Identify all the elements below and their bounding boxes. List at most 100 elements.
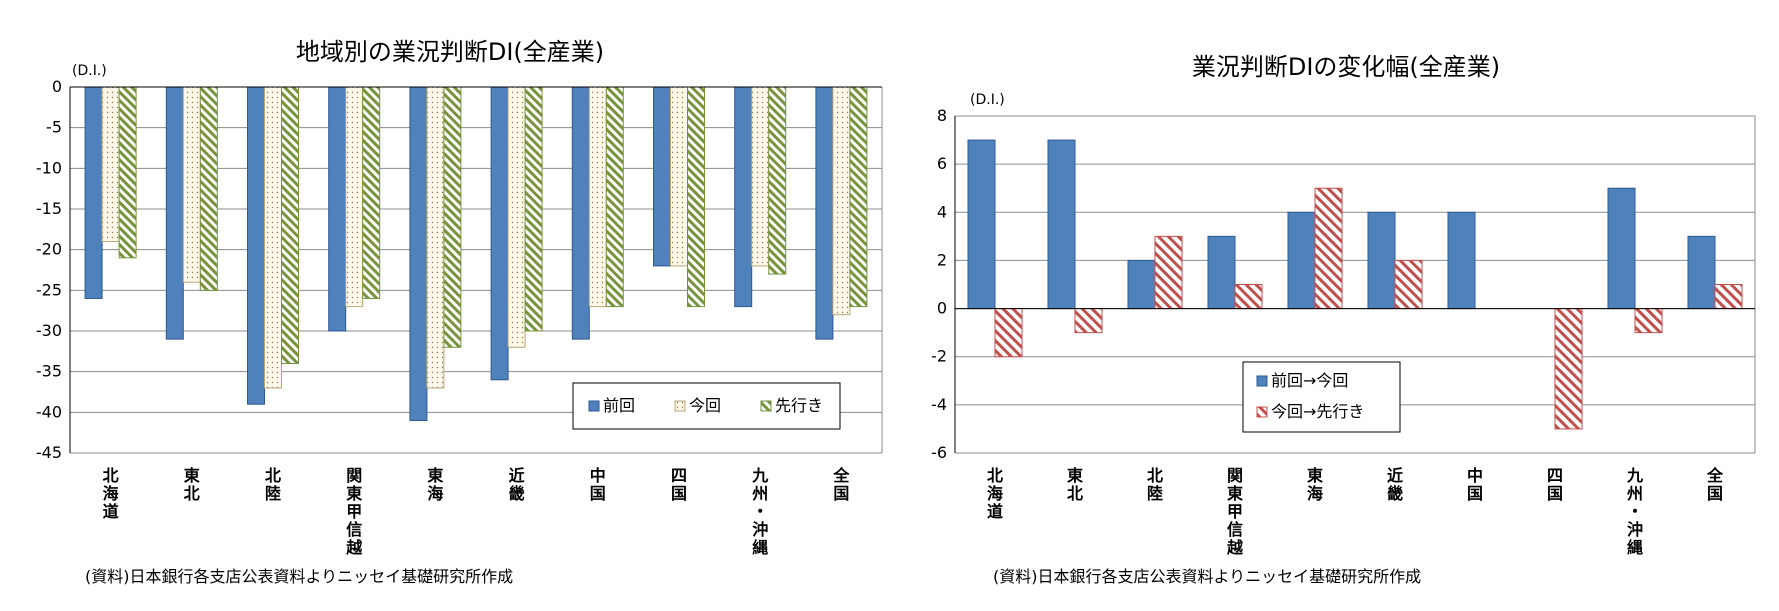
y-tick-label: -4 [931,395,947,414]
di-change-chart-panel: 業況判断DIの変化幅(全産業) (D.I.) 8 6 4 2 0 -2 -4 -6 北海道 東北 北陸 関… [900,0,1779,611]
y-tick-label: 4 [937,202,947,221]
chart-title: 業況判断DIの変化幅(全産業) [1192,53,1500,81]
bar [849,86,868,308]
bar [182,86,201,283]
category-label: 中国 [590,466,606,503]
category-label: 東北 [1067,466,1083,503]
bar [247,86,265,405]
legend-box [572,382,841,430]
legend-label: 前回→今回 [1271,371,1348,390]
category-label: 北海道 [987,466,1003,521]
bar [165,86,184,340]
bar [443,86,462,348]
y-tick-label: -10 [36,158,62,177]
bar [507,86,526,348]
bar [199,86,218,291]
category-label: 四国 [1547,466,1563,503]
source-note: (資料)日本銀行各支店公表資料よりニッセイ基礎研究所作成 [85,567,514,586]
category-label: 関東甲信越 [1226,466,1244,557]
bar [328,86,347,332]
legend-swatch [1256,375,1268,387]
bar [101,86,120,243]
bar [1047,139,1076,310]
bar [1554,308,1583,430]
bar [605,86,624,308]
bar [670,86,688,267]
di-change-chart: 業況判断DIの変化幅(全産業) (D.I.) 8 6 4 2 0 -2 -4 -6 北海道 東北 北陸 関… [931,53,1756,557]
category-label: 東北 [184,466,200,503]
category-label: 東海 [427,466,443,503]
y-tick-label: -20 [36,240,62,259]
category-label: 中国 [1467,466,1483,503]
bar [768,86,787,275]
bar [1074,308,1103,334]
bar [1687,235,1716,310]
bar [524,86,543,332]
source-note: (資料)日本銀行各支店公表資料よりニッセイ基礎研究所作成 [993,567,1422,586]
bar [490,86,509,381]
legend-label: 今回→先行き [1271,402,1364,421]
category-label: 北海道 [103,466,119,521]
category-label: 全国 [832,466,850,503]
category-label: 九州・沖縄 [1626,466,1643,557]
bar [1287,211,1316,310]
y-tick-label: -5 [46,118,62,137]
category-label: 北陸 [1147,466,1163,503]
y-tick-label: -45 [36,443,62,462]
legend-swatch [588,400,600,412]
y-tick-label: -15 [36,199,62,218]
category-label: 近畿 [1387,466,1403,503]
bar [281,86,299,365]
y-tick-label: -2 [931,347,947,366]
legend-label: 今回 [689,396,721,415]
bar [426,86,445,389]
category-label: 九州・沖縄 [751,466,768,557]
y-tick-label: 0 [52,77,62,96]
bar [1234,284,1263,310]
bar [362,86,381,299]
category-label: 東海 [1307,466,1323,503]
legend-label: 先行き [775,396,823,415]
legend-swatch [674,400,686,412]
category-label: 北陸 [265,466,281,503]
bar [264,86,282,389]
bar [653,86,671,267]
bar [994,308,1023,358]
bar [409,86,428,421]
bar [1714,284,1743,310]
y-tick-label: 8 [937,106,947,125]
bar [118,86,137,259]
regional-di-chart-panel: 地域別の業況判断DI(全産業) (D.I.) 0 -5 -10 -15 -20 -25 -30 -… [36,38,883,586]
legend-swatch [760,400,772,412]
category-label: 近畿 [509,466,525,503]
bar [1314,187,1343,310]
bar [751,86,770,267]
y-tick-label: -25 [36,280,62,299]
bar [588,86,607,308]
bar [1447,211,1476,310]
bar [687,86,705,308]
bar [1607,187,1636,310]
bar [967,139,996,310]
y-tick-label: 6 [937,154,947,173]
y-tick-label: 0 [937,299,947,318]
bar [1207,235,1236,310]
chart-title: 地域別の業況判断DI(全産業) [296,38,604,66]
unit-label: (D.I.) [970,92,1005,108]
bar [1634,308,1663,334]
legend-swatch [1256,406,1268,418]
bar [571,86,590,340]
y-tick-label: -6 [931,443,947,462]
bar [734,86,753,308]
bar [1154,235,1183,310]
unit-label: (D.I.) [72,63,107,79]
bar [345,86,364,308]
y-tick-label: -35 [36,362,62,381]
legend-box [1242,361,1401,433]
category-label: 四国 [671,466,687,503]
bar [832,86,851,316]
category-label: 全国 [1706,466,1724,503]
y-tick-label: -40 [36,402,62,421]
bar [1127,259,1156,310]
bar [1367,211,1396,310]
